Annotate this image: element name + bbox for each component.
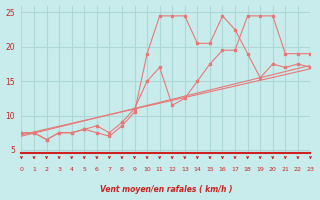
X-axis label: Vent moyen/en rafales ( km/h ): Vent moyen/en rafales ( km/h ) bbox=[100, 185, 232, 194]
